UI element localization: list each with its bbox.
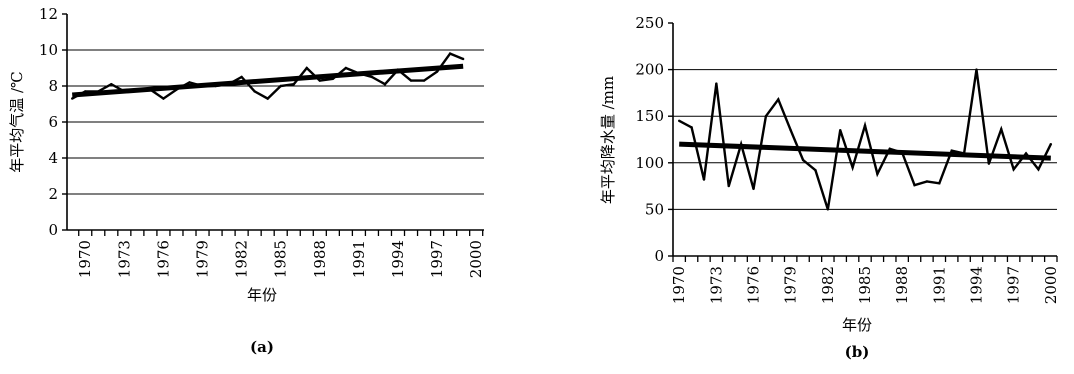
data-point-a-1984 — [266, 97, 269, 100]
y-tick-label-b-50: 50 — [645, 200, 664, 218]
data-point-b-1986 — [876, 172, 879, 176]
x-tick-label-a-1976: 1976 — [154, 240, 172, 278]
x-tick-label-a-1991: 1991 — [350, 240, 368, 278]
x-axis-title-b: 年份 — [842, 316, 872, 334]
x-tick-label-b-1985: 1985 — [856, 266, 874, 304]
data-point-a-1997 — [435, 70, 439, 73]
trend-line-b — [679, 141, 1051, 161]
data-point-b-1982 — [826, 208, 830, 211]
data-point-b-1991 — [938, 182, 941, 185]
data-point-a-1993 — [383, 83, 387, 86]
data-point-b-1978 — [777, 98, 780, 101]
series-line-b — [678, 69, 1052, 210]
y-tick-label-b-0: 0 — [654, 247, 664, 265]
data-point-a-1983 — [253, 90, 256, 93]
data-point-a-1982 — [240, 75, 243, 79]
data-point-a-1972 — [110, 83, 113, 86]
data-point-b-1981 — [814, 169, 817, 172]
x-tick-label-a-2000: 2000 — [467, 240, 485, 278]
data-point-a-1992 — [370, 75, 374, 79]
y-tick-label-b-200: 200 — [635, 61, 664, 79]
data-point-a-1969 — [71, 97, 74, 100]
data-point-b-1994 — [975, 68, 978, 71]
data-point-b-1971 — [690, 126, 693, 129]
data-point-a-1998 — [448, 52, 452, 55]
x-tick-label-b-1991: 1991 — [930, 266, 948, 304]
data-point-b-1984 — [851, 166, 854, 169]
x-tick-label-a-1997: 1997 — [428, 240, 446, 278]
data-point-b-1998 — [1024, 152, 1028, 155]
data-point-b-1980 — [801, 158, 805, 162]
data-point-b-1974 — [727, 184, 730, 188]
data-point-b-1973 — [715, 82, 718, 85]
x-tick-label-b-2000: 2000 — [1042, 266, 1060, 304]
x-tick-label-b-1973: 1973 — [707, 266, 725, 304]
data-point-a-1978 — [188, 81, 191, 84]
x-tick-label-a-1994: 1994 — [389, 240, 407, 278]
y-tick-label-a-6: 6 — [48, 113, 58, 131]
x-tick-label-b-1994: 1994 — [967, 266, 985, 304]
x-tick-label-b-1988: 1988 — [893, 266, 911, 304]
x-tick-label-b-1976: 1976 — [745, 266, 763, 304]
data-point-b-1997 — [1012, 168, 1015, 171]
x-axis-title-a: 年份 — [247, 286, 277, 304]
data-point-a-1987 — [305, 66, 308, 70]
y-tick-label-a-10: 10 — [39, 41, 58, 59]
x-tick-label-a-1982: 1982 — [233, 240, 251, 278]
panel-caption-b: (b) — [845, 343, 870, 361]
data-point-a-1976 — [162, 97, 165, 100]
data-point-a-1995 — [409, 79, 413, 82]
data-point-a-1986 — [292, 83, 295, 86]
y-tick-label-b-250: 250 — [635, 14, 664, 32]
chart-panel-a: 0 2 4 6 8 10 12 1970 1973 1976 1979 1982 1985 1988 199… — [8, 5, 485, 356]
x-tick-label-b-1997: 1997 — [1005, 266, 1023, 304]
data-point-b-1989 — [913, 183, 916, 187]
data-point-b-1999 — [1037, 168, 1040, 171]
y-tick-label-a-4: 4 — [48, 149, 58, 167]
data-point-a-1999 — [461, 57, 465, 61]
y-tick-label-b-150: 150 — [635, 107, 664, 125]
data-point-b-1970 — [677, 119, 681, 123]
data-point-b-1976 — [752, 187, 755, 191]
y-axis-title-a: 年平均气温 /℃ — [8, 71, 26, 173]
data-point-b-1977 — [764, 115, 768, 118]
panel-caption-a: (a) — [250, 338, 274, 356]
x-tick-label-a-1988: 1988 — [311, 240, 329, 278]
data-point-b-1996 — [1000, 128, 1003, 131]
data-point-b-1985 — [863, 124, 867, 127]
y-tick-label-a-8: 8 — [48, 77, 58, 95]
y-tick-label-b-100: 100 — [635, 154, 664, 172]
data-point-b-1990 — [925, 180, 929, 183]
x-tick-label-a-1970: 1970 — [76, 240, 94, 278]
x-tick-label-a-1973: 1973 — [115, 240, 133, 278]
data-point-b-1972 — [702, 178, 706, 181]
data-point-b-2000 — [1049, 142, 1053, 146]
x-tick-label-b-1982: 1982 — [819, 266, 837, 304]
data-point-b-1987 — [888, 147, 891, 151]
y-tick-label-a-2: 2 — [48, 185, 58, 203]
x-tick-label-b-1979: 1979 — [782, 266, 800, 304]
data-point-b-1979 — [789, 128, 792, 132]
x-tick-label-a-1985: 1985 — [272, 240, 290, 278]
y-tick-label-a-0: 0 — [48, 221, 58, 239]
x-tick-label-a-1979: 1979 — [194, 240, 212, 278]
chart-panel-b: 0 50 100 150 200 250 1970 1973 1976 1979 1982 1985 1… — [599, 14, 1060, 361]
y-tick-label-a-12: 12 — [39, 5, 58, 23]
data-point-a-1988 — [318, 79, 322, 82]
x-tick-label-b-1970: 1970 — [670, 266, 688, 304]
data-point-b-1995 — [987, 162, 991, 165]
trend-line-a — [72, 63, 464, 98]
data-point-a-1985 — [279, 84, 282, 88]
data-point-b-1992 — [950, 149, 953, 152]
data-point-a-1996 — [422, 79, 426, 82]
y-axis-title-b: 年平均降水量 /mm — [599, 76, 617, 204]
data-point-b-1983 — [839, 128, 842, 132]
data-point-a-1990 — [344, 66, 348, 70]
